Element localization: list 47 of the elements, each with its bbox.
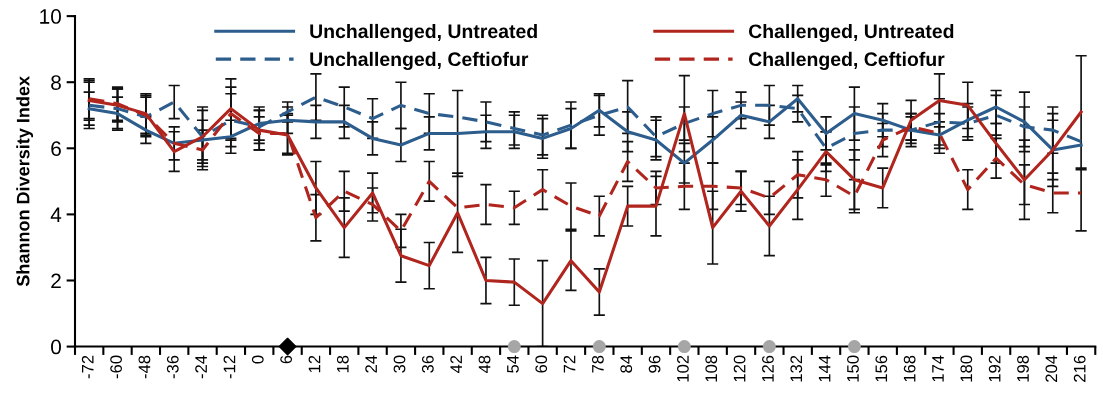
x-tick-label: 96 [648, 355, 661, 373]
x-tick-label: 204 [1045, 355, 1058, 382]
x-tick-label: 60 [535, 355, 548, 373]
x-tick-label: 36 [421, 355, 434, 373]
x-tick-label: 132 [790, 355, 803, 382]
x-tick-label: 198 [1017, 355, 1029, 382]
x-tick-label: 150 [847, 355, 859, 382]
y-axis-title: Shannon Diversity Index [16, 76, 34, 287]
y-tick-label: 6 [51, 141, 61, 157]
x-tick-label: -36 [166, 355, 179, 379]
y-tick-label: 4 [50, 207, 62, 222]
x-tick-label: -48 [138, 355, 151, 379]
x-tick-label: 30 [393, 355, 406, 373]
x-tick-label: 12 [308, 355, 321, 373]
x-tick-label: 168 [903, 355, 916, 382]
x-tick-label: 126 [762, 355, 774, 382]
x-tick-label: -72 [81, 355, 94, 379]
y-tick-label: 8 [51, 75, 61, 90]
y-tick-label: 10 [40, 9, 61, 24]
x-tick-label: 102 [677, 355, 689, 382]
x-tick-label: 6 [280, 355, 293, 364]
x-tick-label: 48 [478, 355, 491, 374]
x-tick-label: 84 [620, 355, 633, 373]
legend-label: Unchallenged, Untreated [310, 23, 537, 43]
legend-label: Unchallenged, Ceftiofur [310, 51, 529, 71]
x-tick-label: 192 [988, 355, 1001, 382]
x-tick-label: 18 [336, 355, 349, 373]
x-tick-label: 0 [251, 355, 264, 364]
legend-label: Challenged, Ceftiofur [748, 51, 945, 71]
x-tick-label: 72 [563, 355, 576, 373]
x-tick-label: 78 [591, 355, 604, 373]
x-tick-label: 42 [450, 355, 462, 374]
x-tick-label: 180 [960, 355, 973, 382]
x-tick-label: 24 [365, 355, 377, 373]
y-tick-label: 2 [51, 273, 61, 289]
x-tick-label: 54 [507, 355, 519, 373]
line-series [87, 97, 1083, 165]
x-tick-label: 120 [733, 355, 746, 382]
legend-label: Challenged, Untreated [748, 23, 954, 43]
x-tick-label: 144 [818, 355, 831, 382]
x-tick-label: 174 [932, 355, 944, 382]
x-tick-label: 156 [875, 355, 888, 382]
x-tick-label: 216 [1073, 355, 1086, 382]
x-tick-label: -60 [110, 355, 122, 379]
x-tick-label: -12 [223, 355, 236, 379]
x-tick-label: -24 [195, 355, 207, 379]
x-tick-label: 108 [705, 355, 718, 382]
